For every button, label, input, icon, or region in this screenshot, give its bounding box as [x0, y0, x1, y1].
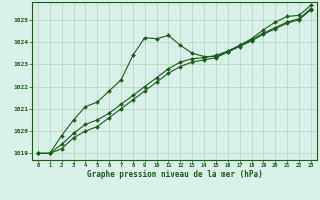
X-axis label: Graphe pression niveau de la mer (hPa): Graphe pression niveau de la mer (hPa): [86, 170, 262, 179]
